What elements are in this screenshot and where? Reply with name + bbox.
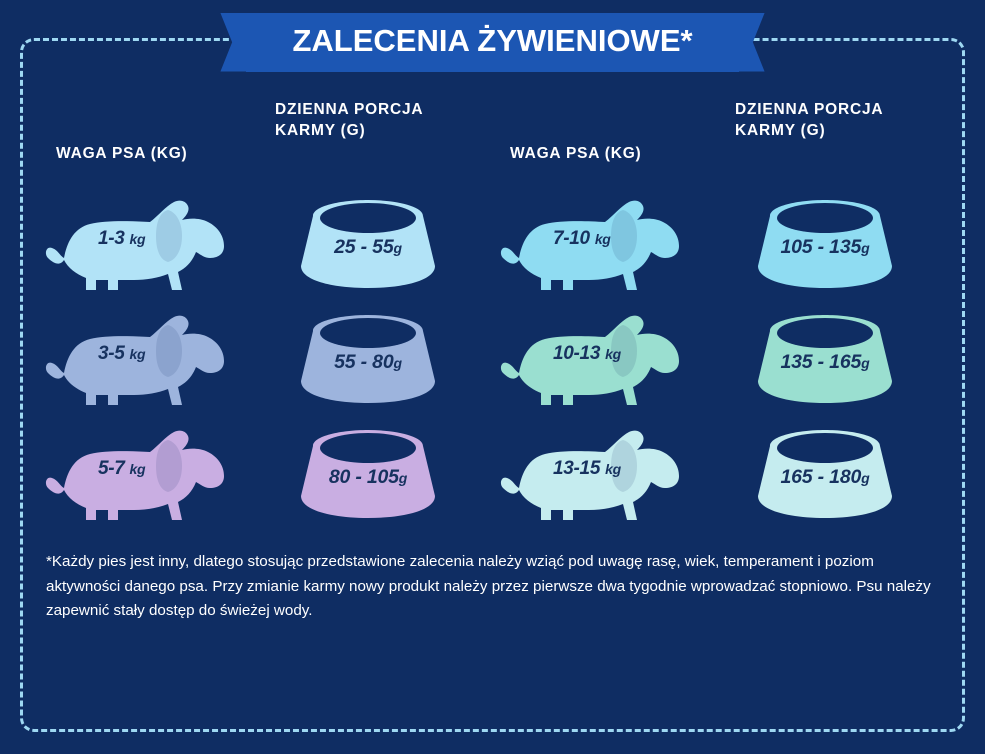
food-bowl-icon — [758, 315, 892, 403]
column-headers: WAGA PSA (KG) DZIENNA PORCJA KARMY (G) W… — [20, 100, 965, 174]
dog-weight-label: 13-15 kg — [553, 458, 621, 479]
bowl-portion-label: 25 - 55g — [334, 236, 402, 258]
banner-title: ZALECENIA ŻYWIENIOWE* — [246, 13, 739, 72]
dog-weight-label: 7-10 kg — [553, 228, 611, 249]
table-row: 1-3 kg 25 - 55g — [20, 188, 965, 303]
dog-cell: 5-7 kg — [40, 418, 270, 533]
dog-weight-label: 10-13 kg — [553, 343, 621, 364]
infographic-content: WAGA PSA (KG) DZIENNA PORCJA KARMY (G) W… — [20, 38, 965, 732]
bowl-portion-label: 80 - 105g — [328, 466, 408, 488]
dog-cell: 3-5 kg — [40, 303, 270, 418]
bowl-cell: 55 - 80g — [275, 303, 475, 418]
bowl-portion-label: 165 - 180g — [780, 466, 870, 488]
food-bowl-icon — [301, 430, 435, 518]
feeding-rows: 1-3 kg 25 - 55g — [20, 188, 965, 533]
dog-icon — [45, 200, 225, 290]
bowl-cell: 135 - 165g — [732, 303, 932, 418]
food-bowl-icon — [758, 200, 892, 288]
dog-icon — [500, 315, 679, 405]
bowl-portion-label: 55 - 80g — [334, 351, 402, 373]
dog-icon — [500, 430, 679, 520]
bowl-portion-label: 105 - 135g — [780, 236, 870, 258]
bowl-cell: 25 - 55g — [275, 188, 475, 303]
footnote-text: *Każdy pies jest inny, dlatego stosując … — [46, 553, 931, 620]
bowl-cell: 105 - 135g — [732, 188, 932, 303]
bowl-cell: 80 - 105g — [275, 418, 475, 533]
table-row: 3-5 kg 55 - 80g — [20, 303, 965, 418]
bowl-cell: 165 - 180g — [732, 418, 932, 533]
dog-weight-label: 3-5 kg — [98, 343, 146, 364]
dog-cell: 7-10 kg — [495, 188, 725, 303]
dog-weight-label: 1-3 kg — [98, 228, 146, 249]
dog-cell: 10-13 kg — [495, 303, 725, 418]
table-row: 5-7 kg 80 - 105g — [20, 418, 965, 533]
header-weight-right: WAGA PSA (KG) — [510, 145, 642, 162]
dog-cell: 1-3 kg — [40, 188, 270, 303]
food-bowl-icon — [758, 430, 892, 518]
dog-icon — [45, 315, 225, 405]
title-banner: ZALECENIA ŻYWIENIOWE* — [0, 13, 985, 72]
dog-icon — [500, 200, 679, 290]
food-bowl-icon — [301, 315, 435, 403]
food-bowl-icon — [301, 200, 435, 288]
dog-weight-label: 5-7 kg — [98, 458, 146, 479]
dog-cell: 13-15 kg — [495, 418, 725, 533]
bowl-portion-label: 135 - 165g — [780, 351, 870, 373]
header-portion-left: DZIENNA PORCJA KARMY (G) — [275, 101, 423, 139]
dog-icon — [45, 430, 225, 520]
header-portion-right: DZIENNA PORCJA KARMY (G) — [735, 101, 883, 139]
header-weight-left: WAGA PSA (KG) — [56, 145, 188, 162]
